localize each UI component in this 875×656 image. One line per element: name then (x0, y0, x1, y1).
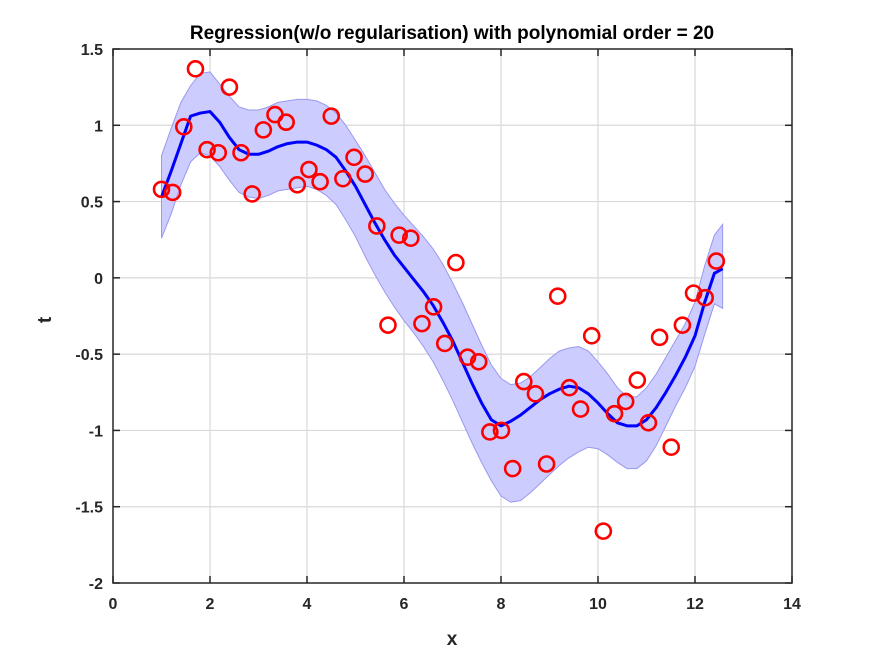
y-tick-label: 1 (94, 118, 103, 135)
x-tick-label: 12 (686, 596, 704, 613)
y-tick-label: -0.5 (75, 347, 103, 364)
x-tick-label: 0 (109, 596, 118, 613)
x-axis-label: x (447, 629, 458, 650)
x-tick-label: 14 (783, 596, 801, 613)
x-tick-label: 2 (206, 596, 215, 613)
x-tick-label: 4 (303, 596, 312, 613)
x-tick-label: 8 (497, 596, 506, 613)
y-tick-label: 1.5 (81, 42, 103, 59)
y-tick-label: 0 (94, 271, 103, 288)
y-tick-label: 0.5 (81, 195, 103, 212)
y-tick-label: -1.5 (75, 500, 103, 517)
x-tick-label: 6 (400, 596, 409, 613)
y-tick-label: -2 (89, 576, 103, 593)
y-axis-label: t (35, 316, 56, 323)
y-tick-label: -1 (89, 423, 103, 440)
x-tick-label: 10 (589, 596, 607, 613)
chart-title: Regression(w/o regularisation) with poly… (190, 23, 714, 44)
